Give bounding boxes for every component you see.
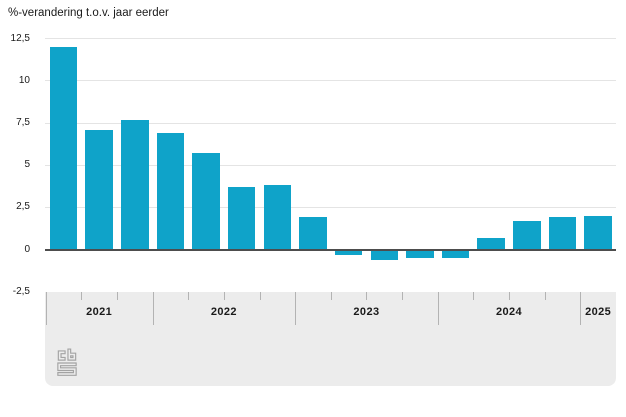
- zero-axis-line: [45, 248, 616, 251]
- bar: [227, 187, 256, 250]
- bar: [548, 217, 577, 250]
- y-axis-label: 7,5: [16, 117, 30, 129]
- y-axis-label: 12,5: [10, 32, 30, 44]
- y-axis-label: 2,5: [16, 201, 30, 213]
- year-divider: [45, 292, 47, 325]
- quarter-tick: [259, 292, 261, 300]
- x-axis-year-label: 2025: [585, 306, 612, 318]
- year-divider: [295, 292, 297, 325]
- quarter-tick: [402, 292, 404, 300]
- year-divider: [580, 292, 582, 325]
- y-axis-label: -2,5: [12, 285, 30, 297]
- x-axis-year-label: 2021: [86, 306, 113, 318]
- bar: [192, 153, 220, 250]
- quarter-tick: [330, 292, 332, 300]
- bar: [121, 119, 149, 250]
- x-axis-year-label: 2024: [495, 306, 523, 318]
- bar: [299, 217, 327, 250]
- bar: [441, 249, 470, 258]
- y-axis-label: 0: [24, 243, 30, 255]
- y-axis-label: 10: [18, 74, 30, 86]
- gridline: [45, 206, 616, 208]
- x-axis-year-label: 2022: [210, 306, 237, 318]
- quarter-tick: [509, 292, 511, 300]
- x-axis-panel: [45, 292, 616, 386]
- quarter-tick: [223, 292, 225, 300]
- gridline: [45, 122, 616, 124]
- bar: [370, 249, 399, 260]
- cbs-logo-b: [67, 348, 77, 361]
- bar: [334, 249, 363, 255]
- x-axis-year-label: 2023: [353, 306, 380, 318]
- quarter-tick: [544, 292, 546, 300]
- bar: [513, 220, 541, 250]
- y-axis-label: 5: [24, 159, 30, 171]
- year-divider: [437, 292, 439, 325]
- quarter-tick: [81, 292, 83, 300]
- quarter-tick: [366, 292, 368, 300]
- quarter-tick: [188, 292, 190, 300]
- cbs-logo: [57, 348, 77, 376]
- bar: [477, 237, 505, 250]
- cbs-logo-c: [57, 350, 66, 361]
- bar: [156, 133, 185, 250]
- quarter-tick: [116, 292, 118, 300]
- bar: [584, 215, 612, 250]
- gridline: [45, 38, 616, 40]
- gridline: [45, 80, 616, 82]
- bar: [263, 185, 292, 250]
- bar: [406, 249, 434, 258]
- year-divider: [152, 292, 154, 325]
- cbs-logo-b-hole: [70, 355, 74, 359]
- chart-title: %-verandering t.o.v. jaar eerder: [8, 7, 169, 19]
- quarter-tick: [473, 292, 475, 300]
- cbs-logo-s: [57, 362, 77, 376]
- bar: [85, 129, 113, 250]
- gridline: [45, 164, 616, 166]
- bar: [49, 47, 78, 250]
